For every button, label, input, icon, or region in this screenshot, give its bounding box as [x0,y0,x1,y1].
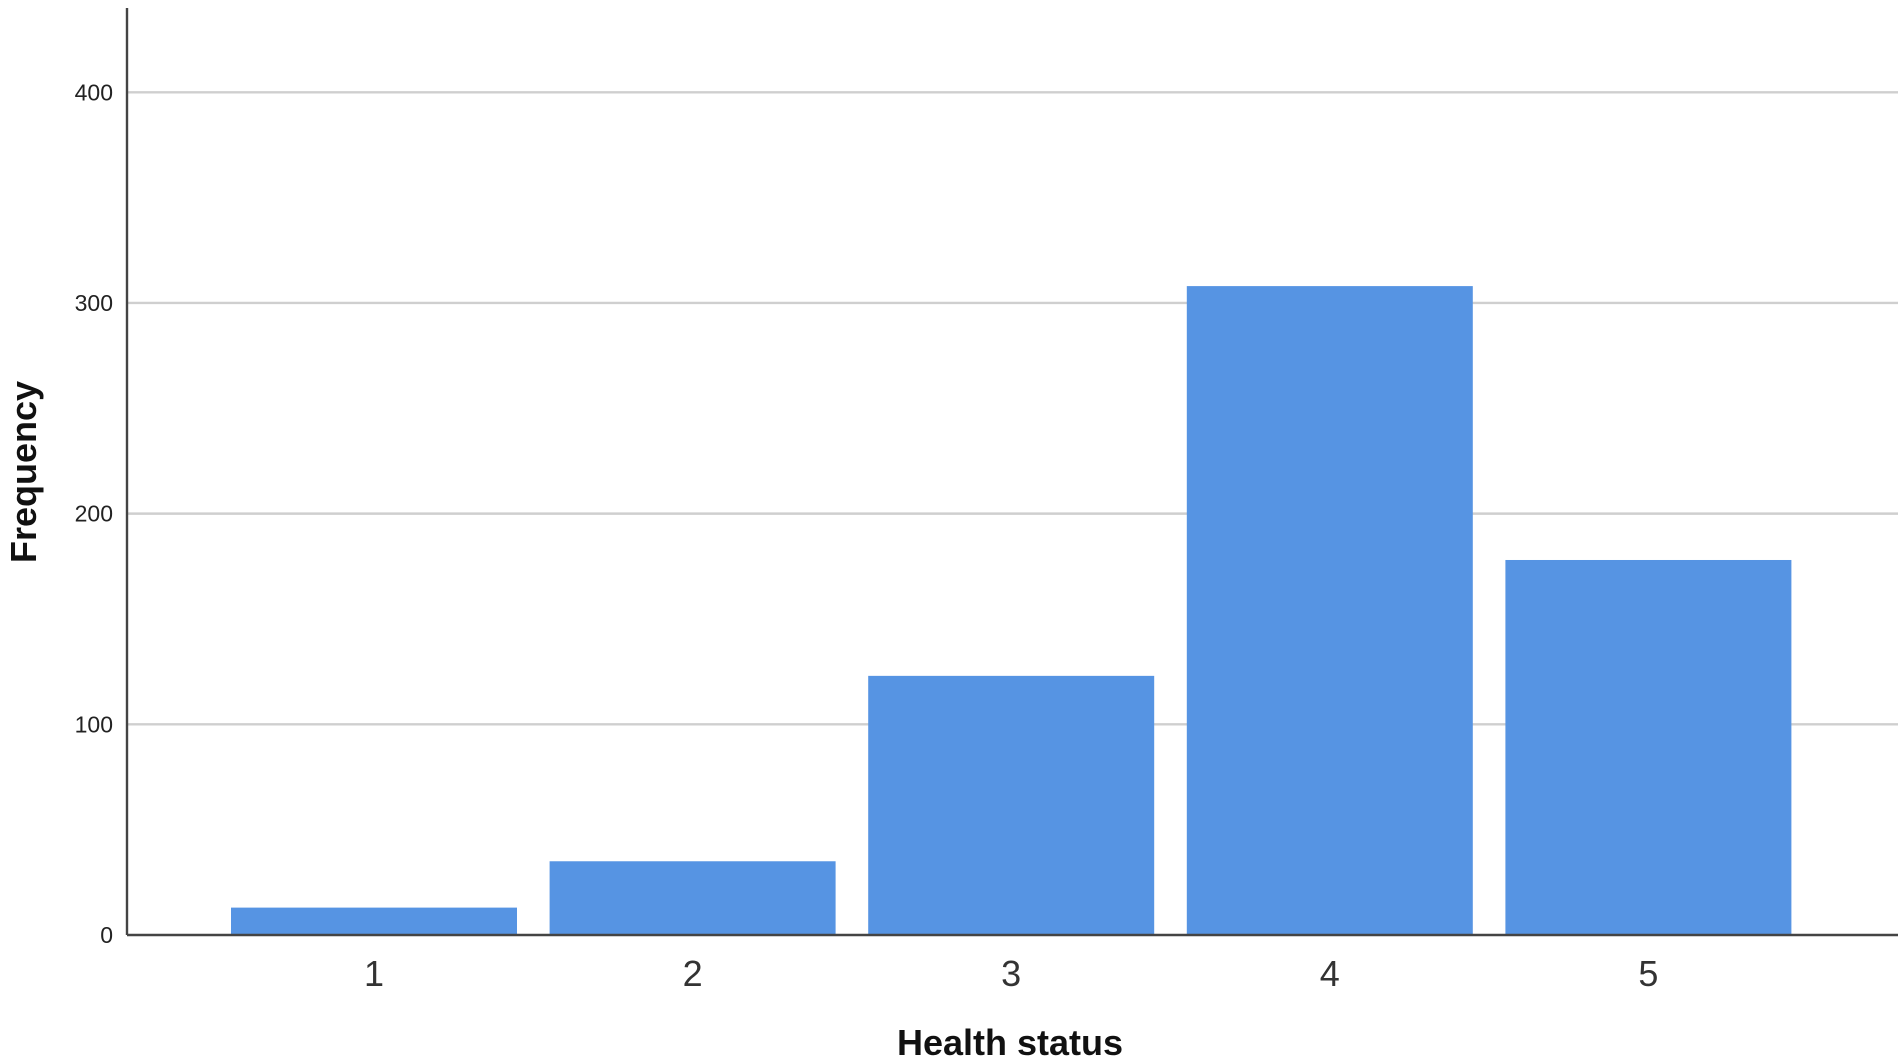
x-axis-title: Health status [897,1022,1123,1063]
y-tick-label-200: 200 [75,501,113,527]
y-tick-label-400: 400 [75,79,113,105]
bar-5 [1505,559,1792,935]
x-tick-label-3: 3 [1001,953,1021,994]
bar-3 [868,675,1155,935]
x-tick-label-1: 1 [364,953,384,994]
y-tick-label-300: 300 [75,290,113,316]
x-tick-label-5: 5 [1638,953,1658,994]
bar-4 [1186,286,1473,936]
y-tick-label-0: 0 [100,922,113,948]
x-tick-labels: 1 2 3 4 5 [364,953,1658,994]
bars [231,286,1792,936]
bar-1 [231,907,517,935]
y-tick-label-100: 100 [75,711,113,737]
x-tick-label-4: 4 [1320,953,1340,994]
x-tick-label-2: 2 [683,953,703,994]
bar-2 [549,861,836,935]
y-axis-title: Frequency [3,381,44,563]
y-tick-labels: 0 100 200 300 400 [75,79,113,948]
